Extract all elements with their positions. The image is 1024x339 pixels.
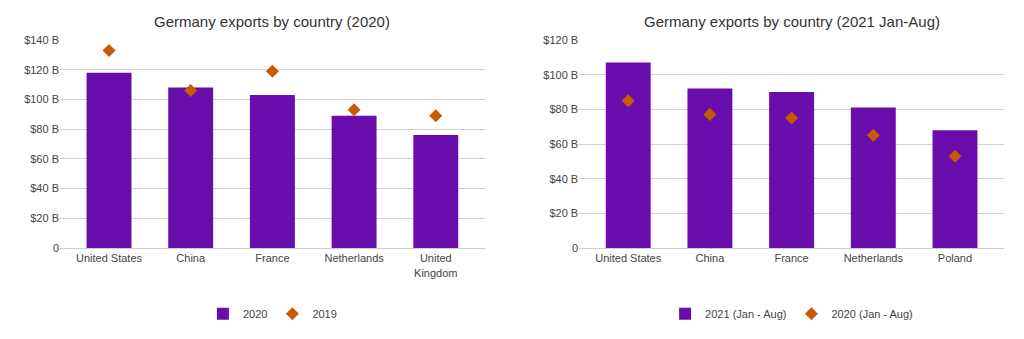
- svg-text:2020 (Jan - Aug): 2020 (Jan - Aug): [831, 308, 912, 320]
- svg-text:0: 0: [572, 242, 578, 254]
- svg-text:$80 B: $80 B: [549, 103, 578, 115]
- svg-text:Germany exports by country (20: Germany exports by country (2021 Jan-Aug…: [644, 13, 940, 30]
- svg-text:0: 0: [53, 242, 59, 254]
- svg-text:$80 B: $80 B: [30, 123, 59, 135]
- svg-text:United States: United States: [76, 252, 143, 264]
- svg-text:$120 B: $120 B: [24, 64, 59, 76]
- svg-text:$100 B: $100 B: [24, 93, 59, 105]
- svg-text:$20 B: $20 B: [30, 212, 59, 224]
- svg-text:$20 B: $20 B: [549, 207, 578, 219]
- svg-text:$40 B: $40 B: [549, 173, 578, 185]
- svg-text:$100 B: $100 B: [543, 69, 578, 81]
- svg-text:$60 B: $60 B: [549, 138, 578, 150]
- svg-text:Netherlands: Netherlands: [324, 252, 384, 264]
- svg-text:$60 B: $60 B: [30, 153, 59, 165]
- svg-text:UnitedKingdom: UnitedKingdom: [414, 252, 457, 278]
- svg-text:China: China: [696, 252, 726, 264]
- svg-text:2021 (Jan - Aug): 2021 (Jan - Aug): [705, 308, 786, 320]
- svg-text:France: France: [255, 252, 289, 264]
- svg-text:France: France: [774, 252, 808, 264]
- svg-text:Germany exports by country (20: Germany exports by country (2020): [154, 13, 390, 30]
- svg-text:China: China: [176, 252, 206, 264]
- svg-text:$140 B: $140 B: [24, 34, 59, 46]
- svg-text:$120 B: $120 B: [543, 34, 578, 46]
- svg-text:United States: United States: [595, 252, 662, 264]
- svg-text:Netherlands: Netherlands: [844, 252, 904, 264]
- svg-text:Poland: Poland: [938, 252, 972, 264]
- svg-text:2019: 2019: [312, 308, 336, 320]
- svg-text:2020: 2020: [243, 308, 267, 320]
- svg-text:$40 B: $40 B: [30, 182, 59, 194]
